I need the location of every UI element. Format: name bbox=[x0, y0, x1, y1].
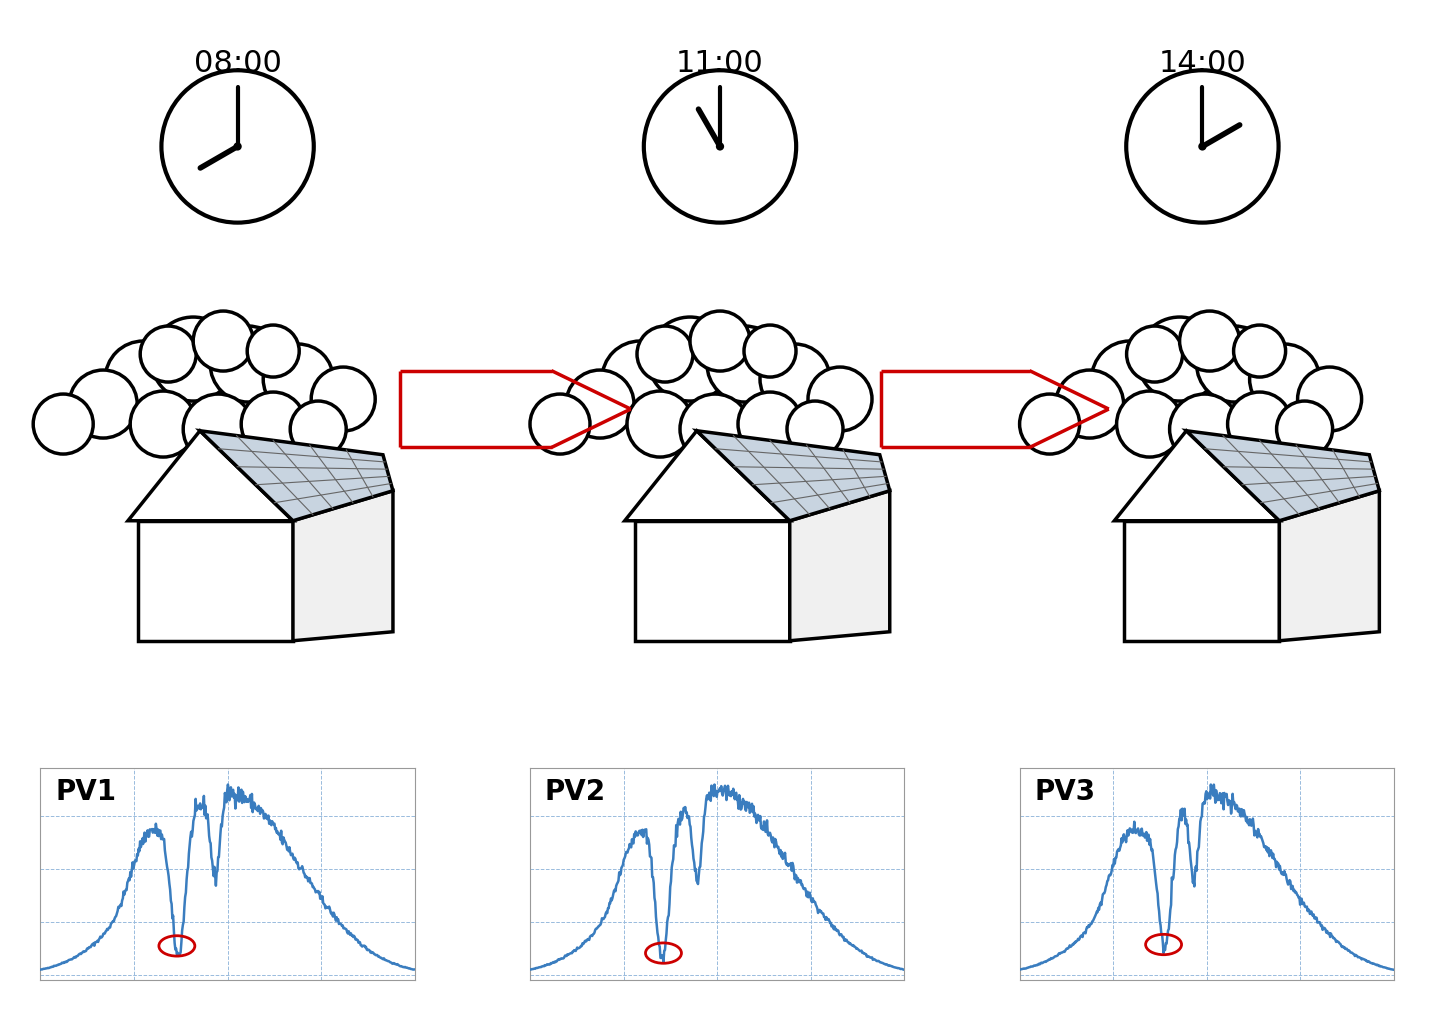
Circle shape bbox=[808, 367, 873, 431]
Circle shape bbox=[690, 311, 750, 371]
Polygon shape bbox=[292, 491, 393, 640]
Circle shape bbox=[1227, 392, 1292, 457]
Circle shape bbox=[602, 341, 678, 417]
Circle shape bbox=[566, 370, 634, 438]
Text: 14:00: 14:00 bbox=[1159, 48, 1246, 78]
Polygon shape bbox=[1125, 521, 1279, 640]
Polygon shape bbox=[625, 430, 789, 521]
Text: PV2: PV2 bbox=[544, 779, 606, 806]
Text: PV1: PV1 bbox=[55, 779, 117, 806]
Polygon shape bbox=[200, 430, 393, 521]
Circle shape bbox=[140, 326, 196, 382]
Circle shape bbox=[1126, 326, 1182, 382]
Circle shape bbox=[1138, 317, 1221, 401]
Polygon shape bbox=[138, 521, 292, 640]
Circle shape bbox=[105, 341, 181, 417]
Text: PV3: PV3 bbox=[1034, 779, 1096, 806]
Circle shape bbox=[1277, 401, 1332, 458]
Circle shape bbox=[1056, 370, 1123, 438]
Circle shape bbox=[130, 391, 196, 458]
Circle shape bbox=[248, 325, 300, 377]
Circle shape bbox=[311, 367, 376, 431]
Circle shape bbox=[151, 317, 235, 401]
Circle shape bbox=[210, 326, 287, 402]
Circle shape bbox=[233, 142, 242, 150]
Polygon shape bbox=[789, 491, 890, 640]
Text: 08:00: 08:00 bbox=[193, 48, 282, 78]
Polygon shape bbox=[1115, 430, 1279, 521]
Circle shape bbox=[680, 394, 750, 464]
Circle shape bbox=[1116, 391, 1182, 458]
Circle shape bbox=[1198, 142, 1207, 150]
Circle shape bbox=[183, 394, 253, 464]
Circle shape bbox=[1297, 367, 1362, 431]
Circle shape bbox=[760, 344, 829, 414]
Circle shape bbox=[788, 401, 842, 458]
Circle shape bbox=[1179, 311, 1240, 371]
Circle shape bbox=[1169, 394, 1240, 464]
Text: 11:00: 11:00 bbox=[677, 48, 763, 78]
Circle shape bbox=[1250, 344, 1319, 414]
Circle shape bbox=[739, 392, 802, 457]
Circle shape bbox=[707, 326, 783, 402]
Polygon shape bbox=[128, 430, 292, 521]
Polygon shape bbox=[1187, 430, 1380, 521]
Circle shape bbox=[626, 391, 693, 458]
Circle shape bbox=[264, 344, 333, 414]
Circle shape bbox=[291, 401, 346, 458]
Polygon shape bbox=[697, 430, 890, 521]
Circle shape bbox=[744, 325, 796, 377]
Circle shape bbox=[1197, 326, 1273, 402]
Polygon shape bbox=[1279, 491, 1380, 640]
Circle shape bbox=[716, 142, 724, 150]
Polygon shape bbox=[635, 521, 789, 640]
Circle shape bbox=[69, 370, 137, 438]
Circle shape bbox=[648, 317, 732, 401]
Circle shape bbox=[1092, 341, 1168, 417]
Circle shape bbox=[1234, 325, 1286, 377]
Circle shape bbox=[33, 394, 94, 454]
Circle shape bbox=[193, 311, 253, 371]
Circle shape bbox=[636, 326, 693, 382]
Circle shape bbox=[242, 392, 305, 457]
Circle shape bbox=[530, 394, 590, 454]
Circle shape bbox=[1020, 394, 1080, 454]
